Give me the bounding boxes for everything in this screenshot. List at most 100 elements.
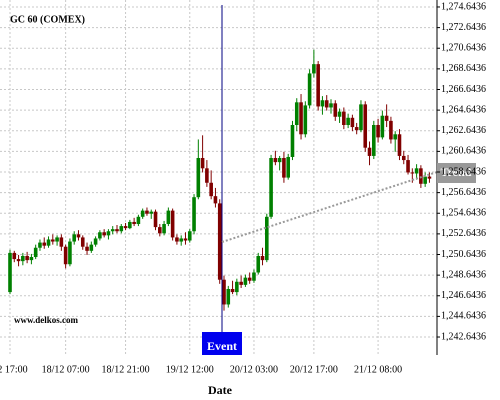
- candle-body: [106, 231, 111, 236]
- candle-body: [153, 211, 158, 228]
- candle-body: [162, 224, 166, 234]
- candle-body: [59, 237, 64, 247]
- candle-body: [12, 252, 17, 260]
- y-tick-label: 1,274.6436: [441, 1, 486, 12]
- x-tick-label: 20/12 17:00: [290, 364, 338, 375]
- candle-body: [346, 117, 350, 126]
- x-tick-label: 18/12 07:00: [42, 364, 90, 375]
- candle-body: [350, 117, 355, 128]
- candle-body: [200, 158, 205, 169]
- y-tick-label: 1,246.6436: [441, 290, 486, 301]
- y-tick-label: 1,264.6436: [441, 104, 486, 115]
- candle-body: [93, 238, 98, 245]
- candle-body: [170, 210, 175, 238]
- candle-body: [230, 288, 235, 293]
- y-tick-label: 1,242.6436: [441, 331, 486, 342]
- candle-body: [372, 125, 376, 156]
- candles: [8, 49, 432, 311]
- event-box: [202, 332, 242, 355]
- candle-body: [63, 246, 68, 265]
- y-tick-label: 1,262.6436: [441, 125, 486, 136]
- candle-body: [110, 229, 115, 232]
- candle-body: [419, 168, 423, 184]
- candle-body: [123, 226, 128, 229]
- candle-body: [239, 281, 243, 285]
- candle-body: [260, 255, 265, 261]
- y-tick-label: 1,270.6436: [441, 43, 486, 54]
- candle-body: [16, 259, 21, 262]
- y-tick-label: 1,250.6436: [441, 249, 486, 260]
- candle-body: [265, 216, 269, 261]
- candle-body: [175, 237, 179, 242]
- candle-body: [89, 244, 94, 251]
- candle-body: [8, 252, 12, 293]
- candle-body: [414, 168, 419, 174]
- candle-body: [367, 147, 372, 156]
- candle-body: [145, 210, 149, 214]
- x-tick-label: 12 17:00: [0, 364, 28, 375]
- candle-body: [226, 288, 231, 305]
- candle-body: [25, 255, 29, 261]
- candle-body: [209, 182, 213, 197]
- candle-body: [256, 255, 261, 273]
- y-tick-label: 1,268.6436: [441, 63, 486, 74]
- candle-body: [363, 104, 368, 148]
- candle-body: [205, 168, 209, 183]
- y-tick-label: 1,248.6436: [441, 269, 486, 280]
- candle-body: [68, 241, 72, 265]
- grid: [0, 0, 437, 355]
- x-tick-label: 21/12 08:00: [354, 364, 402, 375]
- candle-body: [38, 242, 42, 248]
- candle-body: [299, 102, 303, 135]
- candle-body: [277, 158, 282, 163]
- candle-body: [33, 247, 38, 258]
- candle-body: [102, 232, 106, 236]
- candle-body: [324, 100, 329, 108]
- x-axis-title: Date: [208, 383, 233, 397]
- x-tick-label: 18/12 21:00: [102, 364, 150, 375]
- candle-body: [72, 234, 76, 242]
- trend-label: Trend: [441, 165, 472, 179]
- candle-body: [132, 221, 136, 225]
- candle-body: [42, 242, 47, 246]
- candle-body: [187, 231, 192, 241]
- candle-body: [115, 229, 119, 232]
- candle-body: [401, 155, 406, 161]
- candle-body: [247, 277, 252, 281]
- candle-body: [410, 172, 415, 174]
- candle-body: [213, 196, 218, 204]
- candle-body: [380, 115, 385, 138]
- candle-body: [427, 176, 432, 179]
- candle-body: [196, 158, 201, 198]
- candle-body: [55, 237, 59, 242]
- candle-body: [46, 239, 51, 246]
- candle-body: [149, 211, 154, 214]
- candle-body: [80, 237, 85, 247]
- candle-body: [286, 156, 290, 178]
- candle-body: [273, 158, 278, 163]
- candle-body: [329, 103, 333, 108]
- candle-body: [166, 210, 171, 225]
- candle-body: [29, 257, 34, 261]
- candle-body: [282, 158, 286, 178]
- candle-body: [406, 160, 410, 173]
- x-tick-label: 20/12 03:00: [230, 364, 278, 375]
- candle-body: [337, 111, 342, 117]
- y-tick-label: 1,272.6436: [441, 22, 486, 33]
- y-tick-label: 1,258.6436: [441, 166, 486, 177]
- candle-body: [179, 238, 183, 242]
- watermark: www.delkos.com: [14, 315, 79, 325]
- candle-body: [389, 120, 393, 140]
- chart-title: GC 60 (COMEX): [10, 14, 85, 25]
- candle-body: [252, 272, 256, 281]
- y-tick-label: 1,256.6436: [441, 187, 486, 198]
- candle-body: [76, 234, 81, 238]
- candle-body: [333, 103, 338, 117]
- candle-body: [128, 221, 132, 229]
- candle-body: [158, 227, 162, 234]
- candle-body: [320, 100, 325, 107]
- candle-body: [243, 277, 248, 285]
- candle-body: [119, 226, 124, 232]
- x-tick-label: 19/12 12:00: [166, 364, 214, 375]
